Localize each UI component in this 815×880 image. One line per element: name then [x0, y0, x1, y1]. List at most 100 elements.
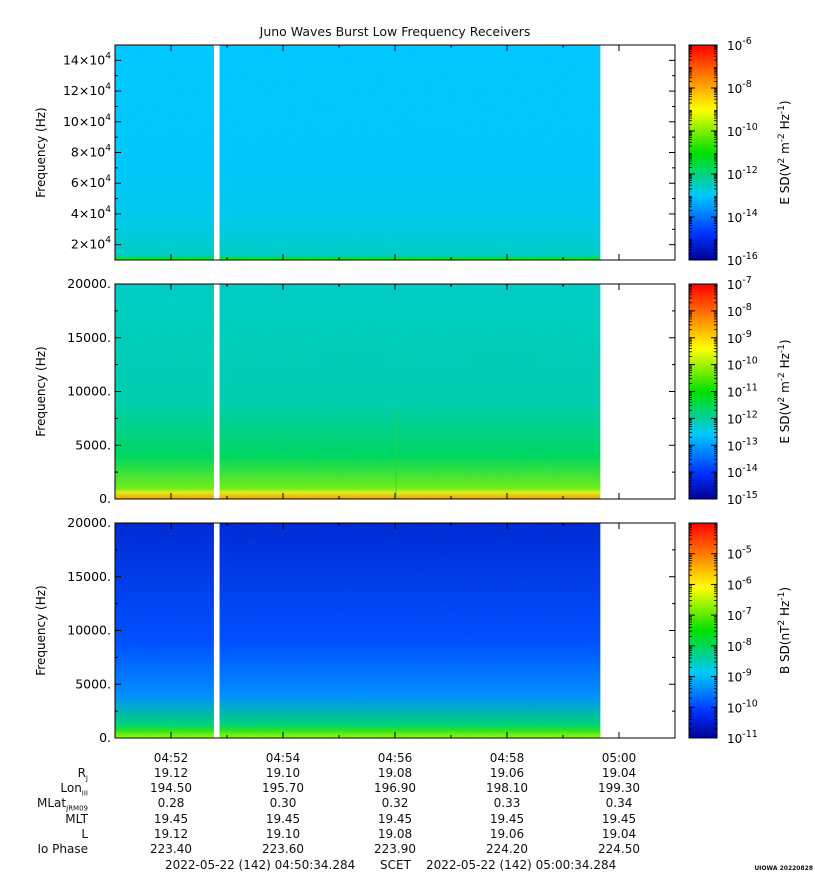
colorbar-tick-label: 10-8	[727, 637, 752, 654]
x-tick-label: 04:54	[265, 751, 301, 765]
y-tick-label: 15000.	[67, 569, 111, 584]
colorbar-tick-label: 10-10	[727, 356, 758, 373]
ephemeris-value: 19.45	[377, 811, 413, 826]
ephemeris-value: 19.10	[265, 766, 301, 780]
colorbar-tick-label: 10-13	[727, 436, 758, 453]
y-tick-label: 5000.	[75, 437, 111, 452]
colorbar-tick-label: 10-11	[727, 729, 758, 746]
ephemeris-value: 19.06	[489, 766, 525, 780]
ephemeris-value: 19.10	[265, 826, 301, 841]
colorbar-tick-label: 10-14	[727, 208, 758, 225]
ephemeris-value: 19.45	[601, 811, 637, 826]
y-tick-label: 10000.	[67, 623, 111, 638]
colorbar-tick-label: 10-11	[727, 383, 758, 400]
colorbar-tick-label: 10-12	[727, 165, 758, 182]
colorbar-tick-label: 10-14	[727, 463, 758, 480]
ephemeris-label: RJ	[77, 766, 88, 783]
ephemeris-value: 195.70	[262, 781, 304, 796]
y-tick-label: 8×104	[71, 144, 111, 160]
x-tick-label: 04:58	[489, 751, 525, 765]
y-tick-label: 15000.	[67, 330, 111, 345]
ephemeris-value: 19.45	[265, 811, 301, 826]
y-tick-label: 20000.	[67, 276, 111, 291]
colorbar-tick-label: 10-9	[727, 668, 752, 685]
y-tick-label: 5000.	[75, 676, 111, 691]
y-tick-label: 10000.	[67, 384, 111, 399]
y-tick-label: 6×104	[71, 174, 111, 190]
colorbar-tick-label: 10-10	[727, 122, 758, 139]
footer-scet-label: SCET	[380, 858, 411, 872]
ephemeris-value: 19.45	[489, 811, 525, 826]
y-tick-label: 10×104	[63, 113, 111, 129]
colorbar-label: E SD(V2 m-2 Hz-1)	[777, 100, 792, 204]
figure-title: Juno Waves Burst Low Frequency Receivers	[259, 24, 531, 39]
ephemeris-value: 194.50	[150, 781, 192, 796]
ephemeris-value: 223.90	[374, 842, 416, 856]
ephemeris-value: 224.50	[598, 842, 640, 856]
ephemeris-label: L	[81, 826, 88, 841]
colorbar-tick-label: 10-12	[727, 409, 758, 426]
y-axis-label: Frequency (Hz)	[34, 346, 48, 437]
data-gap	[213, 45, 220, 260]
colorbar	[688, 44, 718, 261]
y-tick-label: 12×104	[63, 82, 111, 98]
ephemeris-value: 196.90	[374, 781, 416, 796]
y-tick-label: 0.	[99, 491, 111, 506]
colorbar-label: B SD(nT2 Hz-1)	[777, 587, 792, 674]
y-tick-label: 0.	[99, 730, 111, 745]
credit-label: UIOWA 20220828	[754, 865, 813, 872]
footer-end-time: 2022-05-22 (142) 05:00:34.284	[426, 858, 617, 872]
colorbar-tick-label: 10-7	[727, 606, 752, 623]
ephemeris-value: 19.45	[153, 811, 189, 826]
panel-middle: 0. 5000. 10000. 15000. 20000. Frequency (Hz) 1…	[34, 275, 792, 507]
colorbar-tick-label: 10-8	[727, 79, 752, 96]
ephemeris-value: 198.10	[486, 781, 528, 796]
emission-feature	[394, 408, 397, 499]
ephemeris-value: 19.12	[153, 826, 189, 841]
x-tick-label: 05:00	[601, 751, 637, 765]
colorbar-tick-label: 10-8	[727, 302, 752, 319]
colorbar-tick-label: 10-7	[727, 275, 752, 292]
panel-top: 2×104 4×104 6×104 8×104 10×104 12×104 14×104 Fr…	[34, 36, 792, 268]
colorbar-tick-label: 10-9	[727, 329, 752, 346]
y-axis-label: Frequency (Hz)	[34, 585, 48, 676]
ephemeris-label: LonIII	[60, 781, 88, 798]
data-gap	[213, 523, 220, 738]
ephemeris-label: MLatJRM09	[37, 796, 88, 813]
ephemeris-value: 19.12	[153, 766, 189, 780]
colorbar-tick-label: 10-6	[727, 36, 752, 53]
spectrogram-noise	[115, 45, 601, 260]
colorbar-tick-label: 10-15	[727, 490, 758, 507]
ephemeris-label: Io Phase	[37, 842, 88, 856]
colorbar-tick-label: 10-5	[727, 545, 752, 562]
ephemeris-value: 199.30	[598, 781, 640, 796]
y-tick-label: 14×104	[63, 51, 111, 67]
ephemeris-value: 19.08	[377, 766, 413, 780]
y-axis-label: Frequency (Hz)	[34, 107, 48, 198]
ephemeris-value: 19.04	[601, 766, 637, 780]
spectrogram-noise	[115, 284, 601, 499]
ephemeris-value: 223.40	[150, 842, 192, 856]
panel-bottom: 0. 5000. 10000. 15000. 20000. Frequency (Hz) 1…	[34, 515, 792, 746]
colorbar-tick-label: 10-10	[727, 698, 758, 715]
ephemeris-value: 224.20	[486, 842, 528, 856]
ephemeris-value: 0.34	[605, 796, 633, 811]
ephemeris-value: 0.33	[493, 796, 521, 811]
ephemeris-value: 19.06	[489, 826, 525, 841]
spectrogram-noise	[115, 523, 601, 738]
y-tick-label: 20000.	[67, 515, 111, 530]
x-tick-label: 04:52	[153, 751, 189, 765]
ephemeris-value: 0.30	[269, 796, 297, 811]
colorbar-label: E SD(V2 m-2 Hz-1)	[777, 339, 792, 443]
ephemeris-value: 0.32	[381, 796, 409, 811]
colorbar	[688, 522, 718, 739]
ephemeris-value: 0.28	[157, 796, 185, 811]
colorbar-tick-label: 10-6	[727, 575, 752, 592]
data-gap	[213, 284, 220, 499]
ephemeris-label: MLT	[65, 811, 88, 826]
x-tick-label: 04:56	[377, 751, 413, 765]
ephemeris-value: 19.08	[377, 826, 413, 841]
footer-start-time: 2022-05-22 (142) 04:50:34.284	[165, 858, 356, 872]
y-tick-label: 2×104	[71, 236, 111, 252]
